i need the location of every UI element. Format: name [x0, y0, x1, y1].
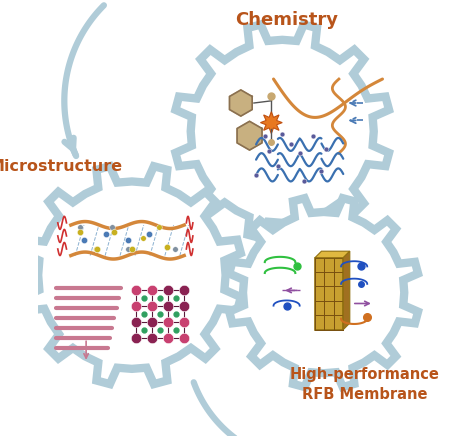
Polygon shape: [23, 166, 241, 384]
Polygon shape: [343, 251, 350, 329]
Polygon shape: [315, 258, 343, 329]
Polygon shape: [229, 90, 252, 116]
Polygon shape: [315, 251, 350, 258]
Text: Chemistry: Chemistry: [235, 11, 338, 29]
Polygon shape: [237, 121, 262, 150]
Text: Microstructure: Microstructure: [0, 159, 123, 173]
Polygon shape: [175, 24, 389, 238]
Text: High-performance
RFB Membrane: High-performance RFB Membrane: [290, 367, 440, 402]
Polygon shape: [229, 198, 418, 387]
Polygon shape: [260, 112, 282, 134]
